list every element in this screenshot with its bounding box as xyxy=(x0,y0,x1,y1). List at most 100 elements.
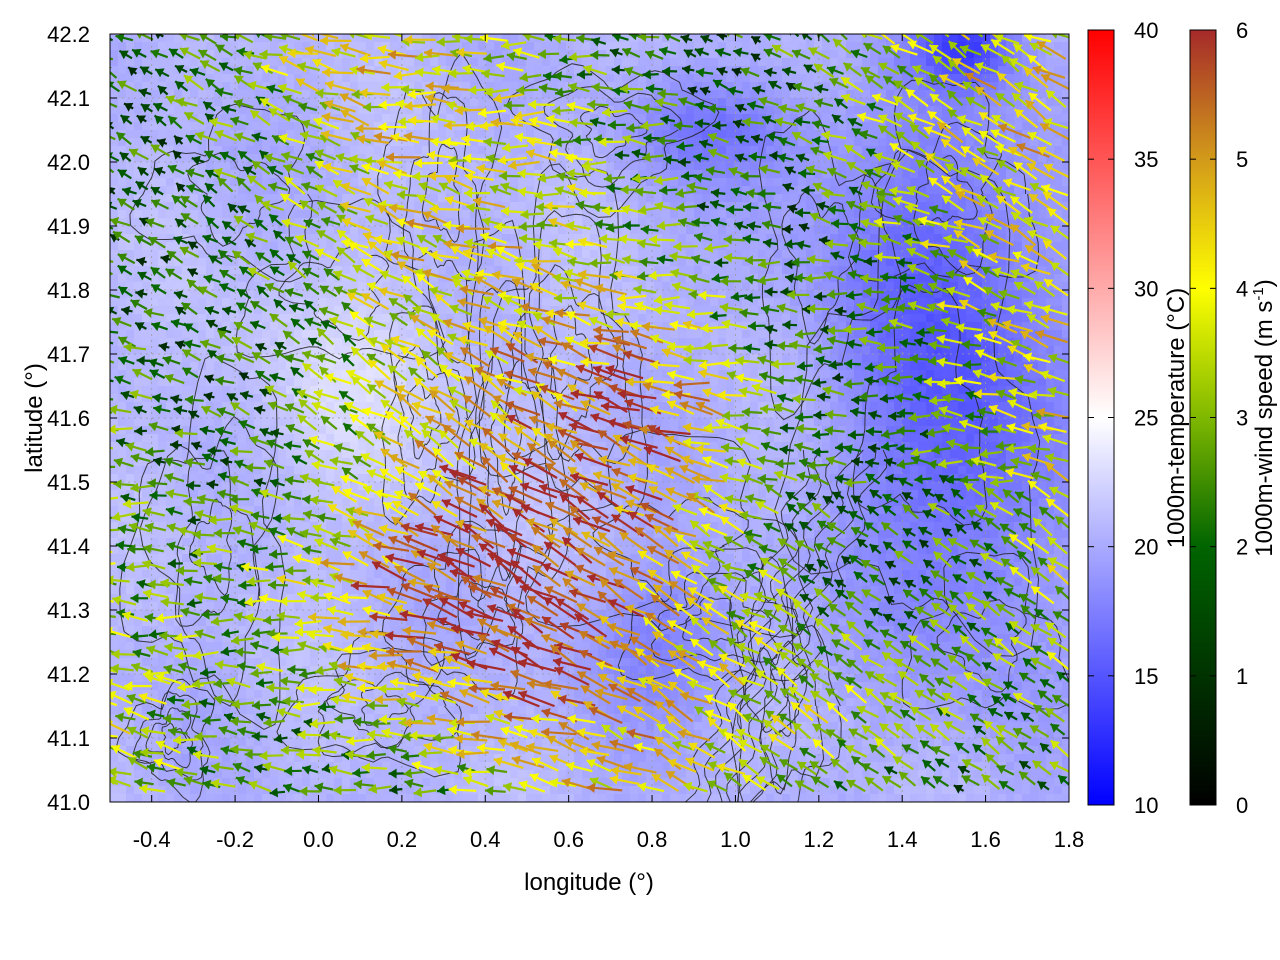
heat-cell xyxy=(142,226,151,235)
heat-cell xyxy=(1014,186,1023,195)
heat-cell xyxy=(870,82,879,91)
heat-cell xyxy=(830,106,839,115)
heat-cell xyxy=(814,218,823,227)
heat-cell xyxy=(686,362,695,371)
heat-cell xyxy=(830,354,839,363)
heat-cell xyxy=(206,186,215,195)
heat-cell xyxy=(390,178,399,187)
heat-cell xyxy=(334,98,343,107)
heat-cell xyxy=(326,34,335,43)
heat-cell xyxy=(750,170,759,179)
heat-cell xyxy=(350,58,359,67)
heat-cell xyxy=(878,258,887,267)
heat-cell xyxy=(822,306,831,315)
heat-cell xyxy=(294,218,303,227)
heat-cell xyxy=(1062,250,1069,259)
heat-cell xyxy=(430,210,439,219)
heat-cell xyxy=(206,66,215,75)
heat-cell xyxy=(278,314,287,323)
heat-cell xyxy=(1030,106,1039,115)
heat-cell xyxy=(966,306,975,315)
heat-cell xyxy=(702,298,711,307)
heat-cell xyxy=(1006,34,1015,43)
heat-cell xyxy=(694,282,703,291)
heat-cell xyxy=(150,170,159,179)
heat-cell xyxy=(1038,218,1047,227)
heat-cell xyxy=(782,210,791,219)
heat-cell xyxy=(110,130,119,139)
heat-cell xyxy=(558,242,567,251)
heat-cell xyxy=(838,194,847,203)
heat-cell xyxy=(246,274,255,283)
heat-cell xyxy=(222,346,231,355)
heat-cell xyxy=(326,74,335,83)
heat-cell xyxy=(966,202,975,211)
heat-cell xyxy=(350,210,359,219)
heat-cell xyxy=(374,354,383,363)
heat-cell xyxy=(206,58,215,67)
heat-cell xyxy=(190,146,199,155)
heat-cell xyxy=(1054,194,1063,203)
heat-cell xyxy=(414,58,423,67)
heat-cell xyxy=(382,186,391,195)
heat-cell xyxy=(774,90,783,99)
heat-cell xyxy=(566,98,575,107)
heat-cell xyxy=(358,346,367,355)
heat-cell xyxy=(614,306,623,315)
heat-cell xyxy=(734,170,743,179)
heat-cell xyxy=(438,114,447,123)
heat-cell xyxy=(110,42,119,51)
heat-cell xyxy=(758,250,767,259)
heat-cell xyxy=(1054,34,1063,43)
heat-cell xyxy=(158,330,167,339)
heat-cell xyxy=(822,50,831,59)
heat-cell xyxy=(358,250,367,259)
heat-cell xyxy=(1014,314,1023,323)
heat-cell xyxy=(206,210,215,219)
heat-cell xyxy=(614,298,623,307)
heat-cell xyxy=(918,274,927,283)
heat-cell xyxy=(318,154,327,163)
heat-cell xyxy=(622,58,631,67)
heat-cell xyxy=(862,98,871,107)
heat-cell xyxy=(654,338,663,347)
heat-cell xyxy=(942,210,951,219)
heat-cell xyxy=(294,122,303,131)
heat-cell xyxy=(286,42,295,51)
heat-cell xyxy=(630,194,639,203)
heat-cell xyxy=(310,90,319,99)
heat-cell xyxy=(150,250,159,259)
heat-cell xyxy=(614,266,623,275)
heat-cell xyxy=(142,90,151,99)
heat-cell xyxy=(774,226,783,235)
heat-cell xyxy=(726,282,735,291)
heat-cell xyxy=(198,218,207,227)
heat-cell xyxy=(182,106,191,115)
heat-cell xyxy=(734,314,743,323)
heat-cell xyxy=(814,162,823,171)
heat-cell xyxy=(678,42,687,51)
heat-cell xyxy=(694,58,703,67)
heat-cell xyxy=(958,194,967,203)
heat-cell xyxy=(654,74,663,83)
heat-cell xyxy=(214,314,223,323)
heat-cell xyxy=(582,218,591,227)
heat-cell xyxy=(870,354,879,363)
heat-cell xyxy=(110,66,119,75)
heat-cell xyxy=(350,194,359,203)
heat-cell xyxy=(590,130,599,139)
heat-cell xyxy=(694,258,703,267)
heat-cell xyxy=(1022,226,1031,235)
heat-cell xyxy=(958,210,967,219)
heat-cell xyxy=(910,90,919,99)
heat-cell xyxy=(174,210,183,219)
heat-cell xyxy=(622,298,631,307)
heat-cell xyxy=(582,58,591,67)
heat-cell xyxy=(134,218,143,227)
heat-cell xyxy=(838,170,847,179)
heat-cell xyxy=(550,298,559,307)
heat-cell xyxy=(166,138,175,147)
heat-cell xyxy=(958,346,967,355)
heat-cell xyxy=(254,34,263,43)
heat-cell xyxy=(710,226,719,235)
